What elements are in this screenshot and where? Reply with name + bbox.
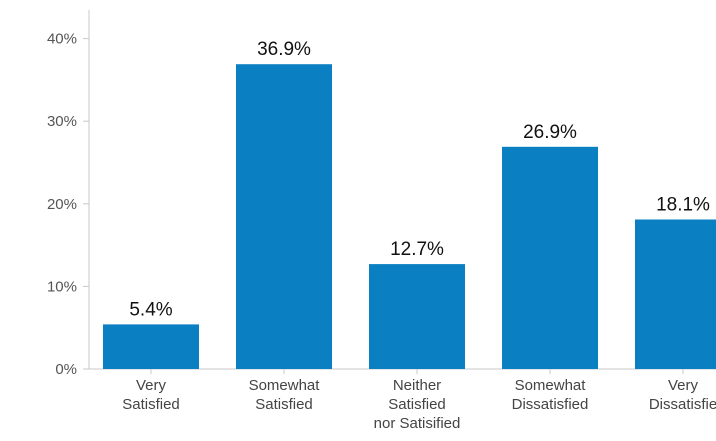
bar [502, 146, 598, 369]
category-labels: Very Satisfied Somewhat Satisfied Neither Sat… [122, 377, 716, 432]
y-axis: 0% 10% 20% 30% 40% [47, 10, 90, 378]
bar [103, 324, 199, 369]
y-tick-label: 20% [47, 196, 77, 213]
data-labels: 5.4% 36.9% 12.7% 26.9% 18.1% [129, 39, 710, 320]
data-label: 18.1% [656, 194, 710, 215]
category-label: Neither Satisfied nor Satisified [374, 377, 461, 432]
data-label: 36.9% [257, 39, 311, 60]
bar [369, 264, 465, 369]
x-axis [89, 368, 716, 374]
category-label: Somewhat Dissatisfied [512, 377, 589, 413]
category-label: Somewhat Satisfied [249, 377, 321, 413]
category-label: Very Dissatisfie [649, 377, 716, 413]
y-tick-label: 10% [47, 278, 77, 295]
data-label: 12.7% [390, 239, 444, 260]
category-label: Very Satisfied [122, 377, 180, 413]
bars [103, 64, 716, 370]
data-label: 5.4% [129, 299, 172, 320]
y-tick-label: 40% [47, 31, 77, 48]
y-tick-label: 30% [47, 113, 77, 130]
data-label: 26.9% [523, 122, 577, 143]
y-tick-label: 0% [55, 361, 77, 378]
bar [635, 219, 716, 369]
bar [236, 64, 332, 370]
